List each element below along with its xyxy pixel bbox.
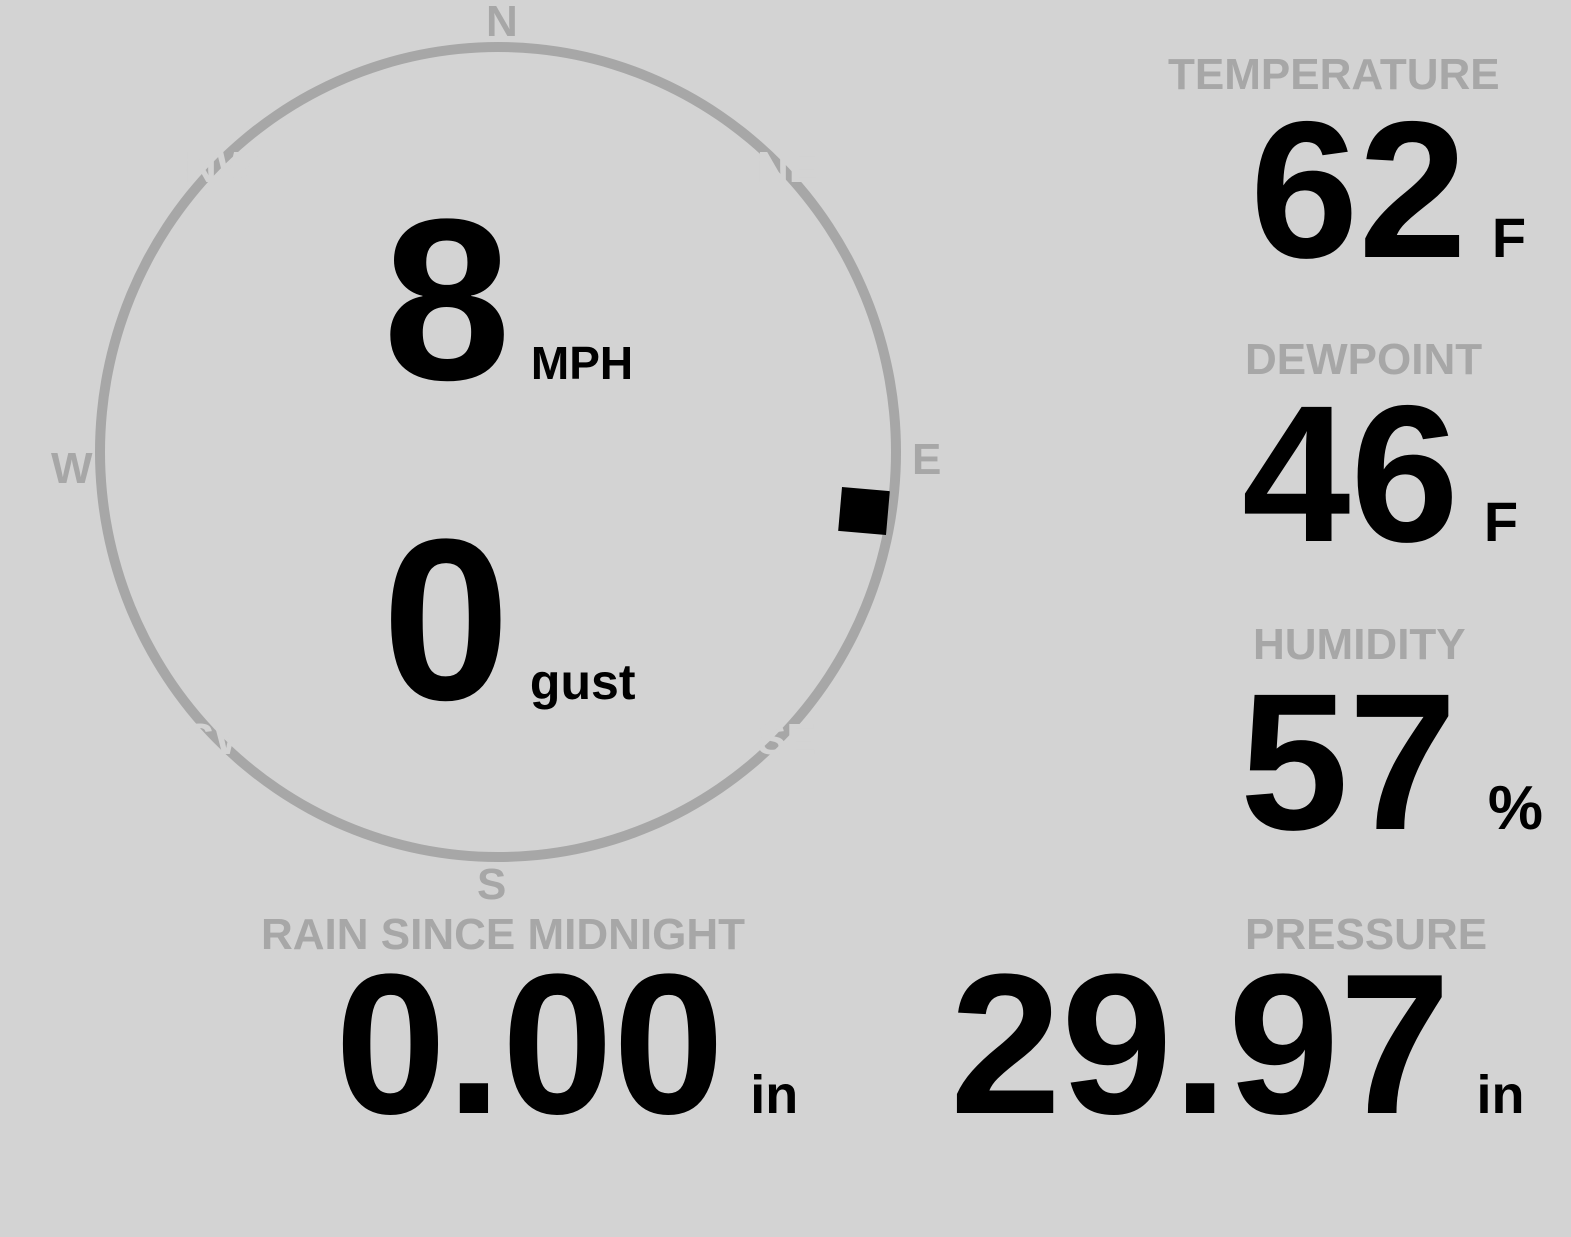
compass-cardinal-s: S <box>477 860 507 909</box>
dewpoint-value: 46 <box>1242 365 1459 583</box>
dewpoint-reading: 46 F <box>1242 377 1518 572</box>
humidity-reading: 57 % <box>1240 665 1543 860</box>
rain-unit: in <box>750 1065 799 1125</box>
pressure-value: 29.97 <box>950 933 1451 1156</box>
humidity-label: HUMIDITY <box>1253 620 1466 669</box>
humidity-unit: % <box>1487 774 1544 843</box>
compass-cardinal-n: N <box>486 0 518 46</box>
compass-diagonal-sw: SW <box>185 715 256 764</box>
temperature-reading: 62 F <box>1250 93 1526 288</box>
pressure-label: PRESSURE <box>1245 910 1488 959</box>
rain-value: 0.00 <box>335 933 725 1156</box>
temperature-value: 62 <box>1250 81 1467 299</box>
rain-reading: 0.00 in <box>335 945 798 1145</box>
compass-diagonal-nw: NW <box>185 143 259 192</box>
compass-cardinal-w: W <box>51 444 93 493</box>
dewpoint-unit: F <box>1483 490 1519 553</box>
humidity-value: 57 <box>1240 653 1457 871</box>
compass-diagonal-se: SE <box>757 715 816 764</box>
compass-diagonal-ne: NE <box>757 143 819 192</box>
rain-label: RAIN SINCE MIDNIGHT <box>261 910 745 959</box>
temperature-unit: F <box>1491 206 1527 269</box>
compass-cardinal-e: E <box>912 435 942 484</box>
temperature-label: TEMPERATURE <box>1168 50 1500 99</box>
pressure-reading: 29.97 in <box>950 945 1525 1145</box>
pressure-unit: in <box>1476 1065 1525 1125</box>
wind-compass-ring <box>95 42 901 862</box>
dewpoint-label: DEWPOINT <box>1245 335 1483 384</box>
wind-direction-marker-icon <box>838 486 890 536</box>
